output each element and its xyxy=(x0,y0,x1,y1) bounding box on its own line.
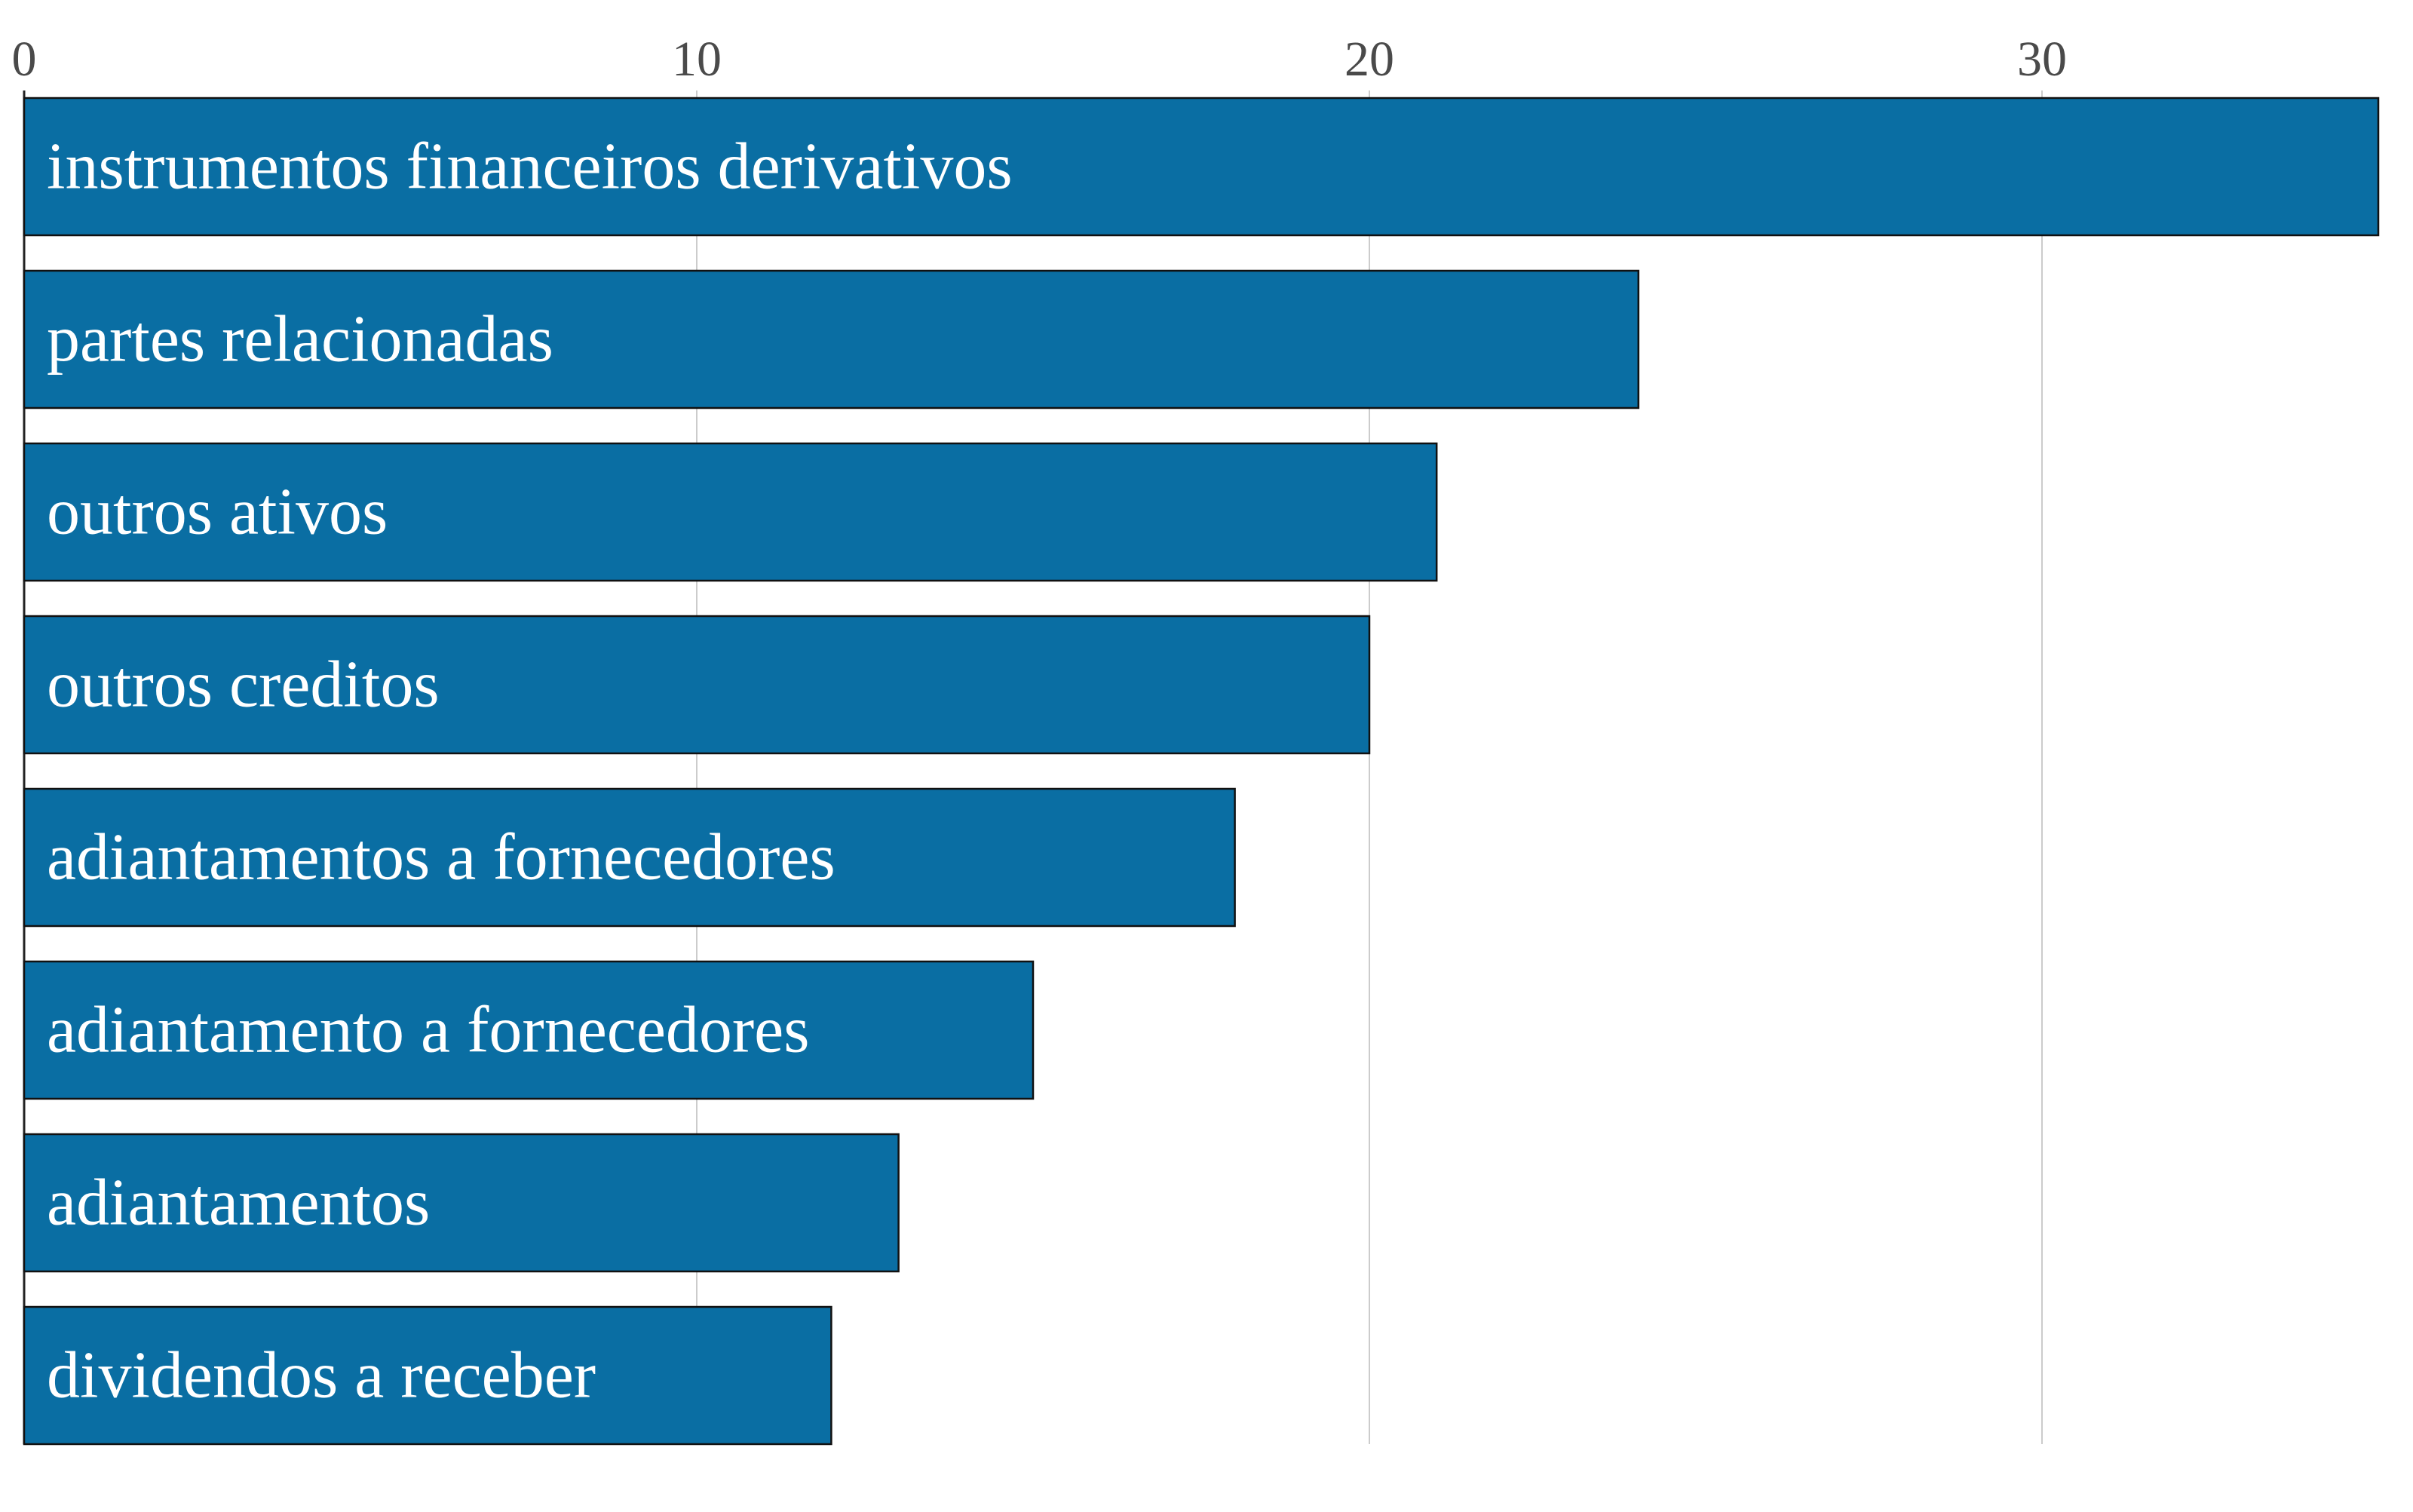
x-axis-ticks: 0 10 20 30 xyxy=(12,32,2068,87)
x-tick-label-10: 10 xyxy=(672,32,722,87)
bar-2 xyxy=(23,269,1640,409)
x-tick-label-30: 30 xyxy=(2017,32,2067,87)
bar-label-6: adiantamento a fornecedores xyxy=(47,994,809,1067)
bar-7 xyxy=(23,1133,900,1273)
bar-3 xyxy=(23,442,1438,582)
bar-label-1: instrumentos financeiros derivativos xyxy=(47,130,1013,204)
bar-label-7: adiantamentos xyxy=(47,1167,430,1240)
bar-8 xyxy=(23,1305,832,1446)
bar-label-2: partes relacionadas xyxy=(47,303,553,376)
bar-label-3: outros ativos xyxy=(47,476,388,549)
bar-labels: instrumentos financeiros derivativos part… xyxy=(47,130,1013,1412)
bar-5 xyxy=(23,787,1236,928)
x-tick-label-0: 0 xyxy=(12,32,37,87)
x-tick-label-20: 20 xyxy=(1344,32,1394,87)
bar-4 xyxy=(23,615,1371,755)
bar-6 xyxy=(23,960,1035,1100)
bars xyxy=(23,97,2380,1446)
bar-label-8: dividendos a receber xyxy=(47,1339,596,1412)
bar-label-5: adiantamentos a fornecedores xyxy=(47,821,836,894)
bar-1 xyxy=(23,97,2380,237)
bar-label-4: outros creditos xyxy=(47,649,440,722)
